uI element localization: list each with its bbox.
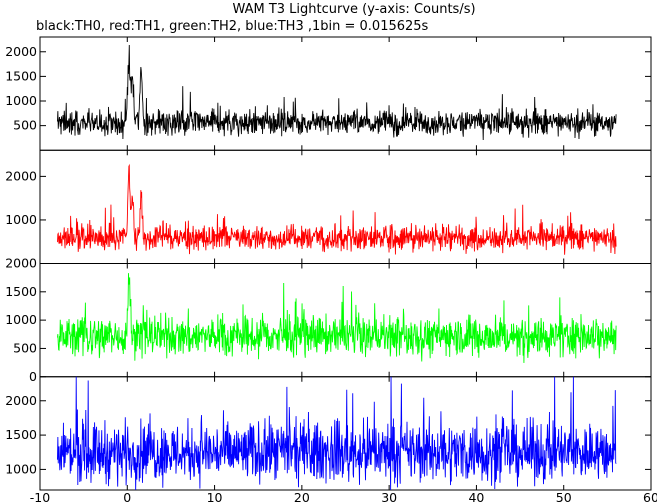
y-tick-label-th2: 0: [29, 369, 37, 384]
panel-frame-th0: [39, 36, 652, 151]
x-tick-label: 50: [556, 490, 572, 504]
chart-title: WAM T3 Lightcurve (y-axis: Counts/s): [232, 2, 475, 17]
y-tick-label-th0: 2000: [5, 44, 37, 59]
series-th3: [57, 376, 617, 491]
y-tick-label-th0: 1500: [5, 68, 37, 83]
y-tick-label-th2: 1000: [5, 312, 37, 327]
chart-subtitle: black:TH0, red:TH1, green:TH2, blue:TH3 …: [36, 19, 429, 34]
series-th1: [57, 163, 617, 255]
y-tick-label-th3: 1500: [5, 427, 37, 442]
x-tick-label: 10: [207, 490, 223, 504]
series-th2: [57, 273, 617, 363]
panel-frame-th3: [39, 376, 652, 491]
y-tick-label-th3: 2000: [5, 393, 37, 408]
plot-area: 5001000150020001000200005001000150020001…: [5, 36, 657, 504]
x-tick-label: -10: [30, 490, 50, 504]
y-tick-label-th1: 2000: [5, 168, 37, 183]
y-tick-label-th2: 1500: [5, 284, 37, 299]
y-tick-label-th3: 1000: [5, 461, 37, 476]
y-tick-label-th2: 500: [13, 340, 37, 355]
y-tick-label-th0: 1000: [5, 93, 37, 108]
series-th0: [57, 45, 617, 141]
y-tick-label-th2: 2000: [5, 256, 37, 271]
x-tick-label: 60: [643, 490, 657, 504]
y-tick-label-th0: 500: [13, 118, 37, 133]
y-tick-label-th1: 1000: [5, 212, 37, 227]
x-tick-label: 0: [123, 490, 131, 504]
x-tick-label: 30: [381, 490, 397, 504]
x-tick-label: 40: [468, 490, 484, 504]
x-tick-label: 20: [294, 490, 310, 504]
